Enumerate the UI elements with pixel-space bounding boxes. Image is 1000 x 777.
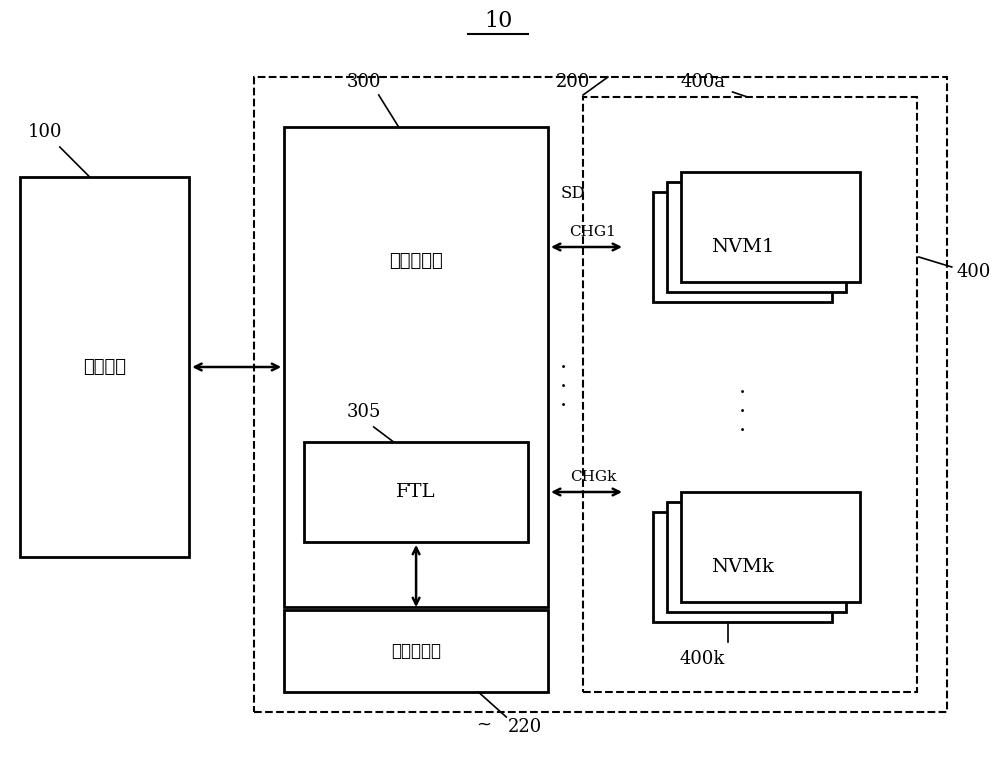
Text: 400a: 400a [680, 73, 725, 91]
FancyBboxPatch shape [304, 442, 528, 542]
Text: NVM1: NVM1 [711, 238, 774, 256]
FancyBboxPatch shape [653, 512, 832, 622]
FancyBboxPatch shape [284, 127, 548, 607]
Text: 缓冲存储器: 缓冲存储器 [391, 642, 441, 660]
FancyBboxPatch shape [667, 502, 846, 612]
Text: 220: 220 [508, 718, 543, 736]
Text: CHG1: CHG1 [570, 225, 616, 239]
Text: FTL: FTL [396, 483, 436, 501]
FancyBboxPatch shape [653, 192, 832, 302]
Text: NVMk: NVMk [711, 558, 774, 576]
Text: SD: SD [561, 185, 585, 202]
Text: 100: 100 [28, 123, 62, 141]
Text: ·
·
·: · · · [739, 382, 746, 441]
Text: CHGk: CHGk [570, 470, 616, 484]
Text: 主机设备: 主机设备 [83, 358, 126, 376]
Text: 400k: 400k [680, 650, 725, 668]
Text: ~: ~ [476, 716, 491, 734]
Text: 10: 10 [484, 10, 512, 32]
Text: ·
·
·: · · · [560, 357, 567, 416]
FancyBboxPatch shape [667, 182, 846, 292]
Text: 400: 400 [957, 263, 991, 281]
Text: 200: 200 [556, 73, 590, 91]
Text: 存储控制器: 存储控制器 [389, 253, 443, 270]
FancyBboxPatch shape [681, 493, 860, 602]
Text: 305: 305 [347, 403, 381, 421]
FancyBboxPatch shape [284, 610, 548, 692]
FancyBboxPatch shape [681, 172, 860, 282]
FancyBboxPatch shape [20, 177, 189, 557]
Text: 300: 300 [347, 73, 381, 91]
